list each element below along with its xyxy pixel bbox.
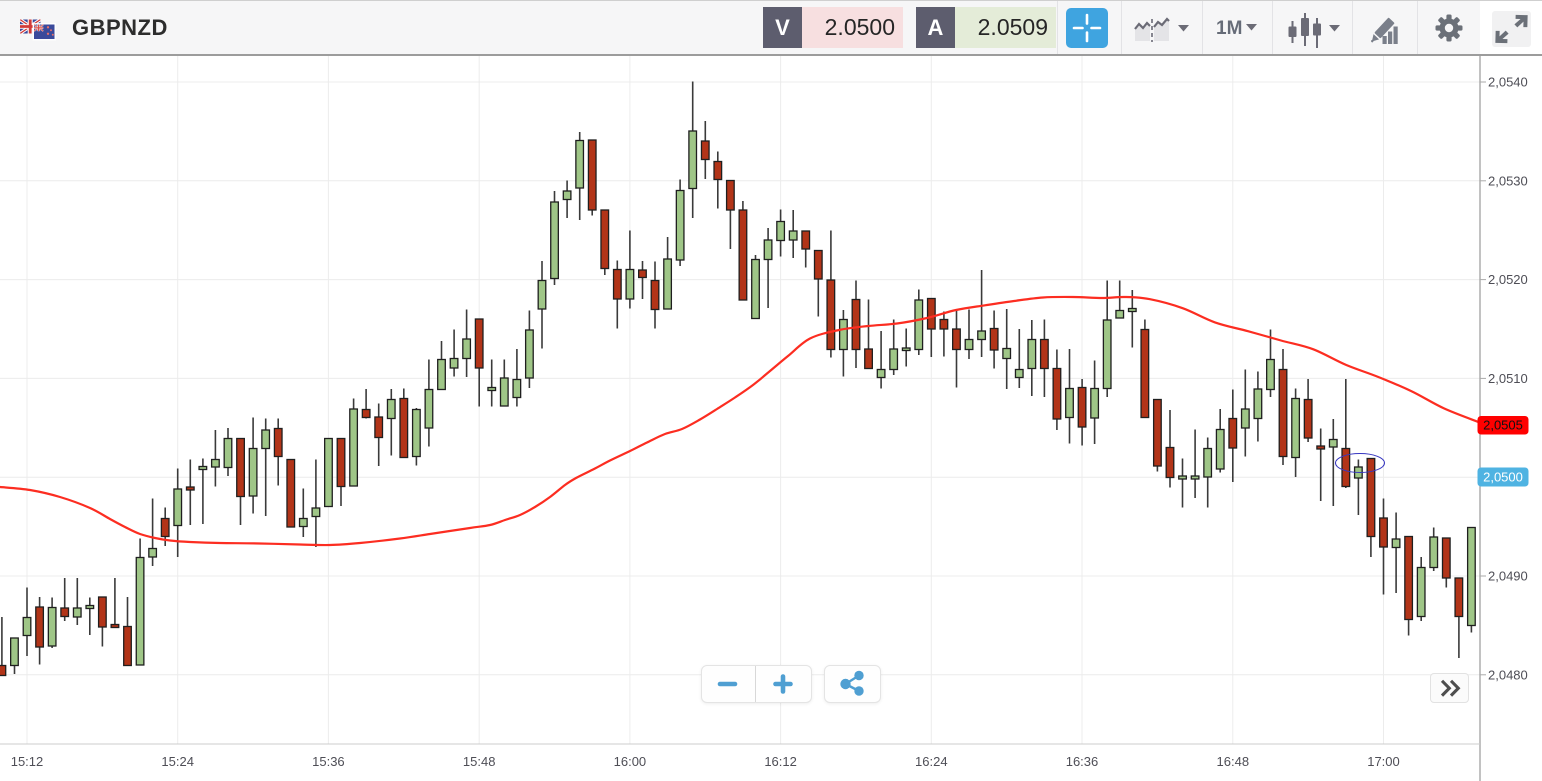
svg-text:16:36: 16:36: [1066, 754, 1099, 769]
svg-text:16:00: 16:00: [614, 754, 647, 769]
svg-text:16:48: 16:48: [1217, 754, 1250, 769]
svg-text:2,0490: 2,0490: [1488, 569, 1528, 584]
svg-text:15:12: 15:12: [11, 754, 44, 769]
svg-text:15:48: 15:48: [463, 754, 496, 769]
svg-text:15:24: 15:24: [161, 754, 194, 769]
svg-text:17:00: 17:00: [1367, 754, 1400, 769]
svg-text:2,0510: 2,0510: [1488, 371, 1528, 386]
svg-text:2,0540: 2,0540: [1488, 75, 1528, 90]
svg-text:2,0530: 2,0530: [1488, 173, 1528, 188]
svg-text:16:24: 16:24: [915, 754, 948, 769]
svg-text:16:12: 16:12: [764, 754, 797, 769]
svg-text:2,0520: 2,0520: [1488, 272, 1528, 287]
svg-text:2,0480: 2,0480: [1488, 667, 1528, 682]
svg-text:2,0500: 2,0500: [1483, 470, 1523, 485]
svg-text:15:36: 15:36: [312, 754, 345, 769]
svg-text:2,0505: 2,0505: [1483, 418, 1523, 433]
